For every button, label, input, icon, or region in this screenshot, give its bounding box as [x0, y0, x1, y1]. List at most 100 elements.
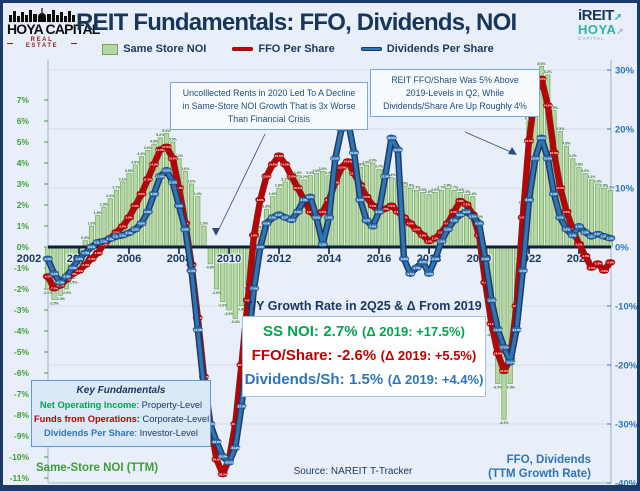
ffo-point-marker: [111, 229, 122, 236]
dividends-point-marker: [317, 241, 328, 247]
left-axis-tick-label: 3%: [17, 179, 30, 189]
ffo-point-marker: [430, 235, 441, 242]
noi-bar-label: 3.9%: [362, 161, 371, 165]
dividends-point-label: -7.0%: [250, 287, 258, 291]
ffo-point-label: 11.0%: [331, 180, 340, 184]
ffo-point-label: 2.0%: [250, 233, 257, 237]
noi-bar-label: 3.5%: [312, 169, 321, 173]
dividends-point-marker: [86, 244, 97, 250]
noi-bar-label: 2.7%: [412, 186, 421, 190]
noi-bar-label: 1.9%: [100, 203, 109, 207]
ffo-point-label: -38.5%: [218, 472, 228, 476]
key-row-dividends: Dividends Per Share: Investor-Level: [44, 428, 198, 438]
ffo-point-label: 7.0%: [388, 204, 395, 208]
legend-item-ffo: FFO Per Share: [232, 43, 335, 55]
noi-bar: [607, 189, 613, 248]
capital-wordmark: CAPITAL: [578, 36, 605, 41]
ffo-point-marker: [549, 149, 559, 156]
dividends-point-marker: [492, 326, 503, 333]
ffo-point-label: -1.5%: [581, 254, 589, 258]
ffo-point-label: 5.5%: [469, 213, 476, 217]
ffo-point-label: 4.0%: [444, 222, 451, 226]
dividends-point-marker: [267, 214, 278, 221]
ffo-point-label: 0.5%: [575, 242, 582, 246]
dividends-point-marker: [392, 146, 403, 153]
ffo-point-label: 3.5%: [119, 225, 126, 229]
dividends-point-marker: [124, 229, 134, 236]
dividends-point-marker: [499, 344, 509, 351]
ffo-point-marker: [417, 232, 428, 239]
ffo-point-label: 6.5%: [382, 207, 389, 211]
ffo-point-label: 2.0%: [475, 233, 482, 237]
ffo-point-label: -7.0%: [50, 287, 58, 291]
noi-bar-label: -2.5%: [49, 301, 59, 305]
ffo-point-marker: [117, 223, 128, 230]
dividends-point-marker: [280, 214, 291, 221]
dividends-point-label: -17.0%: [499, 346, 509, 350]
ffo-point-label: 12.0%: [287, 174, 296, 178]
dividends-point-label: 1.8%: [113, 235, 120, 239]
x-axis-year-label: 2020: [467, 253, 491, 265]
ffo-point-marker: [267, 161, 278, 168]
dividends-point-label: 6.0%: [144, 210, 151, 214]
annotation-ffo-2q: REIT FFO/Share Was 5% Above 2019-Levels …: [370, 69, 540, 118]
ffo-point-marker: [324, 196, 334, 203]
dividends-point-label: 5.5%: [457, 213, 464, 217]
dividends-point-label: -27.0%: [237, 405, 247, 409]
noi-bar: [457, 192, 463, 248]
ffo-point-marker: [249, 232, 259, 239]
noi-bar-label: 2.8%: [444, 184, 453, 188]
dividends-point-marker: [574, 223, 584, 230]
ffo-point-marker: [67, 270, 78, 277]
dividends-point-marker: [542, 155, 553, 162]
ffo-point-label: -1.0%: [94, 251, 102, 255]
dividends-point-marker: [605, 235, 616, 242]
noi-bar-label: 2.7%: [437, 186, 446, 190]
ffo-point-label: 4.0%: [182, 222, 189, 226]
noi-bar: [213, 246, 220, 290]
dividends-point-marker: [117, 232, 128, 239]
x-axis-year-label: 2008: [167, 253, 191, 265]
dividends-point-marker: [374, 208, 384, 215]
ffo-point-marker: [586, 264, 597, 271]
ffo-point-label: 14.0%: [281, 163, 290, 167]
noi-bar-label: 3.8%: [356, 163, 365, 167]
noi-bar: [370, 162, 376, 248]
noi-bar: [163, 133, 170, 248]
noi-bar-label: 3.0%: [187, 179, 196, 183]
ffo-point-label: -30.0%: [230, 422, 240, 426]
noi-bar: [313, 173, 320, 248]
noi-bar-label: 0.3%: [81, 236, 90, 240]
noi-bar: [307, 175, 313, 248]
dividends-point-marker: [386, 135, 397, 141]
noi-bar: [426, 194, 432, 248]
dividends-point-label: -5.0%: [62, 275, 70, 279]
dividends-point-label: 5.0%: [557, 216, 564, 220]
noi-bar: [463, 194, 470, 248]
ffo-point-label: 1.0%: [425, 239, 432, 243]
noi-bar-label: 1.8%: [262, 205, 271, 209]
ffo-point-label: 8.0%: [300, 198, 307, 202]
noi-bar: [326, 175, 332, 248]
noi-bar: [570, 158, 576, 248]
ffo-point-marker: [392, 208, 403, 215]
noi-bar-label: 0.8%: [256, 226, 265, 230]
noi-bar-label: -2.0%: [62, 291, 72, 295]
noi-bar: [451, 189, 457, 248]
ffo-point-marker: [299, 196, 309, 203]
noi-bar: [282, 181, 288, 248]
noi-bar: [382, 173, 388, 248]
dividends-point-label: -14.0%: [493, 328, 503, 332]
noi-bar-label: 4.9%: [150, 140, 159, 144]
logo-name: HOYA CAPITAL: [7, 21, 100, 37]
dividends-point-label: 3.0%: [563, 228, 570, 232]
noi-bar-label: 3.6%: [319, 167, 328, 171]
ffo-point-marker: [105, 235, 116, 242]
noi-bar-label: 2.9%: [400, 182, 409, 186]
ffo-point-label: -19.0%: [505, 357, 515, 361]
ffo-point-marker: [211, 456, 222, 463]
noi-bar: [376, 168, 382, 248]
noi-bar: [345, 166, 351, 248]
ffo-point-label: 10.0%: [175, 186, 184, 190]
ffo-point-marker: [486, 320, 497, 327]
